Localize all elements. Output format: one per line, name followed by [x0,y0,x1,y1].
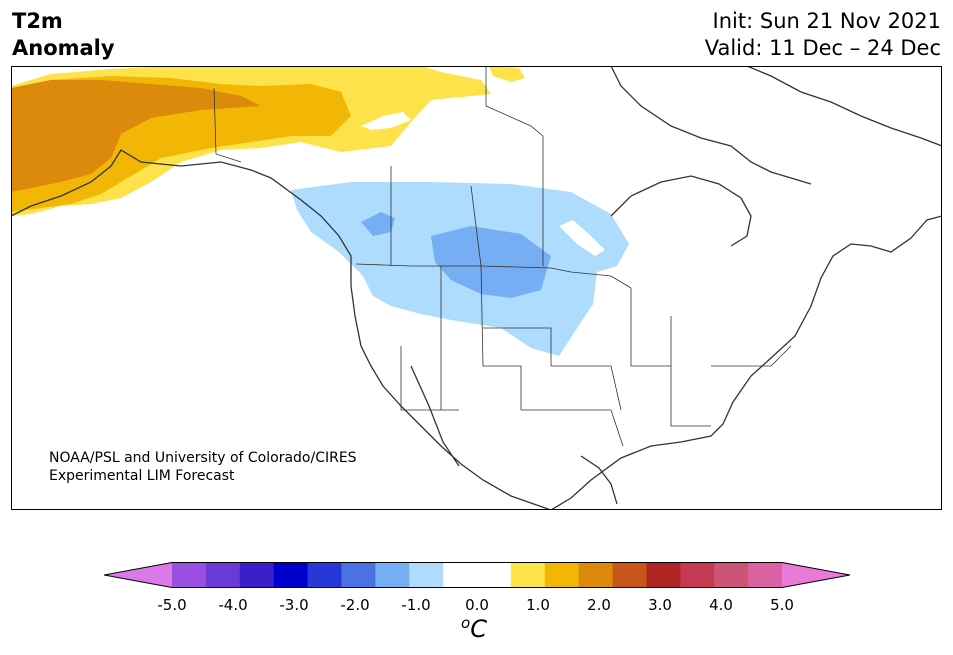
cold-spot-in-warm [361,112,411,130]
anomaly-map [11,66,942,510]
colorbar-swatch [646,562,681,588]
colorbar-tick-label: -1.0 [401,596,431,614]
colorbar-tick-label: -2.0 [340,596,370,614]
colorbar-swatch [239,562,275,588]
colorbar-tick-label: 2.0 [587,596,611,614]
map-border [11,66,942,510]
warm-anomaly-dark [11,80,261,192]
credit-line-2: Experimental LIM Forecast [49,468,235,484]
colorbar-swatch [205,562,241,588]
title-line-2: Anomaly [12,36,115,60]
colorbar [104,562,850,588]
colorbar-swatch [578,562,614,588]
colorbar-tick-label: -4.0 [218,596,248,614]
forecast-dates: Init: Sun 21 Nov 2021 Valid: 11 Dec – 24… [705,8,941,62]
colorbar-tick-label: 5.0 [770,596,794,614]
colorbar-swatch [748,562,783,588]
valid-date: Valid: 11 Dec – 24 Dec [704,36,941,60]
colorbar-swatch [172,562,207,588]
colorbar-swatch [612,562,647,588]
map-title: T2m Anomaly [12,8,115,62]
colorbar-tick-label: 4.0 [709,596,733,614]
colorbar-tick-label: -5.0 [157,596,187,614]
colorbar-tick-label: 0.0 [465,596,489,614]
credit-text: NOAA/PSL and University of Colorado/CIRE… [49,449,357,485]
colorbar-swatch [680,562,715,588]
political-borders [213,66,792,447]
title-line-1: T2m [12,9,63,33]
colorbar-unit: oC [461,614,487,643]
colorbar-swatch [273,562,309,588]
colorbar-swatch [307,562,342,588]
coastlines [11,66,942,510]
cool-anomaly-mid-spot [361,212,395,236]
colorbar-tick-label: 3.0 [648,596,672,614]
colorbar-extend-high [782,562,850,588]
colorbar-swatch [477,562,512,588]
warm-anomaly-light-patch [489,66,525,82]
colorbar-swatch [714,562,749,588]
colorbar-swatch [375,562,410,588]
cool-anomaly-mid [431,226,551,298]
colorbar-swatch [510,562,546,588]
warm-spot-in-cool [559,220,605,256]
colorbar-extend-low [104,562,172,588]
colorbar-swatch [443,562,478,588]
colorbar-ticks: -5.0 -4.0 -3.0 -2.0 -1.0 0.0 1.0 2.0 3.0 4.0 5.0 [0,596,953,616]
colorbar-swatch [544,562,580,588]
colorbar-tick-label: 1.0 [526,596,550,614]
colorbar-tick-label: -3.0 [279,596,309,614]
colorbar-outline [104,562,850,588]
credit-line-1: NOAA/PSL and University of Colorado/CIRE… [49,450,357,466]
colorbar-swatch [341,562,376,588]
init-date: Init: Sun 21 Nov 2021 [712,9,941,33]
colorbar-swatch [409,562,444,588]
unit-degree: o [461,614,471,632]
unit-symbol: C [470,615,487,643]
